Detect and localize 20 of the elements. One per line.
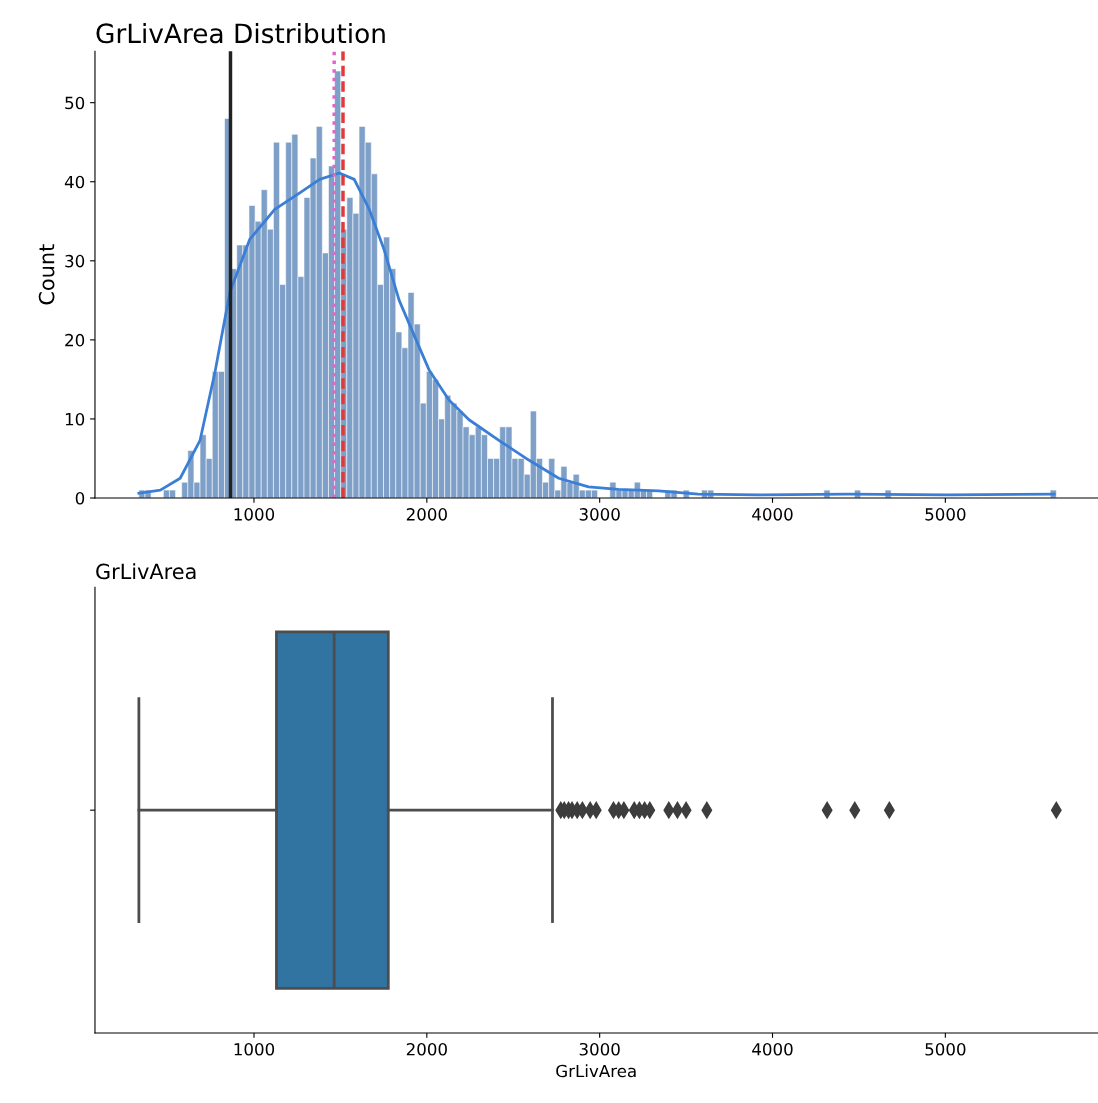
x-tick-label: 1000 bbox=[234, 508, 275, 521]
x-tick-label: 3000 bbox=[579, 1042, 620, 1056]
y-tick-label: 40 bbox=[64, 175, 85, 189]
y-tick-label: 0 bbox=[75, 491, 85, 505]
x-tick-label: 2000 bbox=[406, 508, 447, 521]
x-tick-label: 2000 bbox=[406, 1042, 447, 1056]
chart-title: GrLivArea bbox=[96, 563, 196, 580]
x-tick-label: 4000 bbox=[752, 1042, 793, 1056]
x-tick-label: 4000 bbox=[752, 508, 793, 521]
y-tick-label: 10 bbox=[65, 412, 85, 426]
y-axis-title: Count bbox=[38, 244, 55, 305]
x-tick-label: 3000 bbox=[579, 508, 620, 521]
y-tick-label: 30 bbox=[65, 254, 85, 268]
x-tick-label: 1000 bbox=[234, 1042, 275, 1056]
x-tick-label: 5000 bbox=[925, 508, 966, 521]
chart-title: GrLivArea Distribution bbox=[96, 22, 385, 44]
y-tick-label: 20 bbox=[65, 333, 85, 347]
x-tick-label: 5000 bbox=[925, 1042, 966, 1056]
x-axis-title: GrLivArea bbox=[556, 1064, 636, 1078]
y-tick-label: 50 bbox=[65, 96, 85, 110]
